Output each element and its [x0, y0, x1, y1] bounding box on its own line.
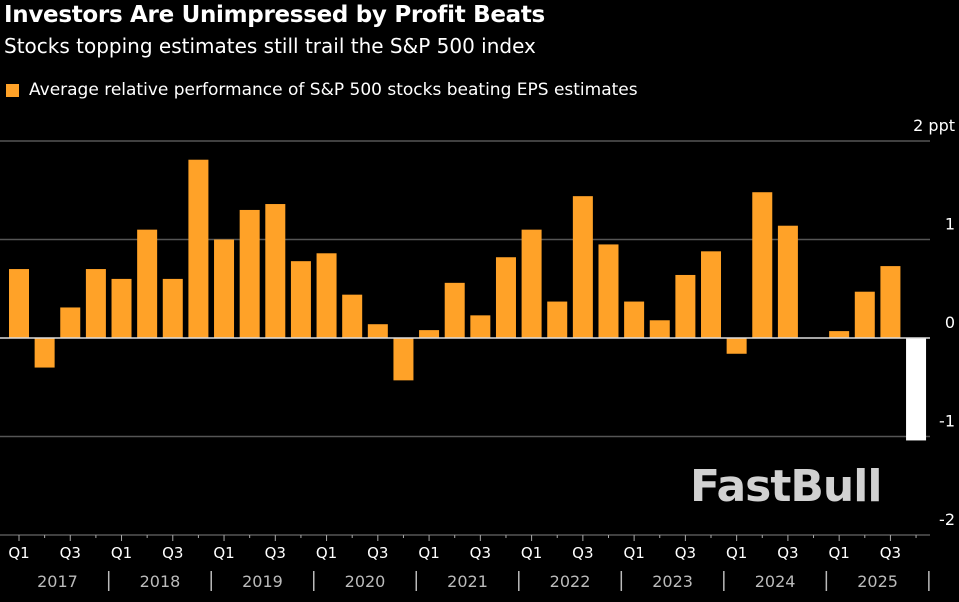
bar [572, 196, 593, 338]
bar [290, 261, 311, 338]
x-tick-label: Q3 [675, 544, 696, 562]
bar [701, 251, 722, 338]
year-label: 2024 [755, 572, 796, 591]
bar [880, 266, 901, 338]
bar [419, 330, 440, 338]
year-label: 2023 [652, 572, 693, 591]
bar [342, 294, 363, 338]
bar-highlighted [906, 338, 927, 441]
year-label: 2022 [550, 572, 591, 591]
x-tick-label: Q1 [623, 544, 644, 562]
bar [675, 274, 696, 338]
year-label: 2025 [857, 572, 898, 591]
y-tick-label: -1 [939, 412, 955, 431]
x-tick-label: Q1 [213, 544, 234, 562]
bar [649, 320, 670, 338]
x-tick-label: Q1 [828, 544, 849, 562]
bar [777, 225, 798, 338]
x-tick-label: Q1 [8, 544, 29, 562]
bar [239, 209, 260, 338]
year-label: 2021 [447, 572, 488, 591]
bar [85, 269, 106, 338]
bar [752, 192, 773, 338]
bar [214, 239, 235, 338]
watermark-logo: FastBull [690, 461, 882, 512]
bar [111, 278, 132, 338]
x-tick-label: Q3 [470, 544, 491, 562]
legend-swatch [6, 83, 19, 97]
bar [829, 331, 850, 338]
year-label: 2020 [345, 572, 386, 591]
year-label: 2017 [37, 572, 78, 591]
bar [470, 315, 491, 338]
x-tick-label: Q1 [111, 544, 132, 562]
bar [444, 282, 465, 338]
year-label: 2019 [242, 572, 283, 591]
legend-label: Average relative performance of S&P 500 … [29, 80, 638, 100]
bar [9, 269, 29, 338]
bar [367, 324, 388, 338]
bar [495, 257, 516, 338]
x-tick-label: Q3 [777, 544, 798, 562]
x-tick-label: Q3 [572, 544, 593, 562]
bar [60, 307, 81, 338]
chart-title: Investors Are Unimpressed by Profit Beat… [4, 2, 545, 28]
y-tick-label: -2 [939, 510, 955, 529]
x-tick-label: Q3 [60, 544, 81, 562]
x-tick-label: Q3 [367, 544, 388, 562]
chart-subtitle: Stocks topping estimates still trail the… [4, 34, 536, 58]
bar [624, 301, 645, 338]
x-tick-label: Q1 [316, 544, 337, 562]
bar [598, 244, 619, 338]
y-tick-label: 0 [945, 313, 955, 332]
bar [34, 338, 55, 368]
bar [393, 338, 414, 381]
legend: Average relative performance of S&P 500 … [6, 80, 638, 100]
bar [521, 229, 542, 338]
bar [188, 159, 209, 338]
bar [726, 338, 747, 354]
y-tick-label: 2 ppt [913, 116, 955, 135]
x-tick-label: Q3 [880, 544, 901, 562]
bar [162, 278, 183, 338]
bar [265, 204, 286, 338]
y-tick-label: 1 [945, 215, 955, 234]
x-tick-label: Q1 [726, 544, 747, 562]
x-tick-label: Q1 [521, 544, 542, 562]
bar [547, 301, 568, 338]
x-tick-label: Q3 [162, 544, 183, 562]
x-tick-label: Q1 [418, 544, 439, 562]
year-label: 2018 [140, 572, 181, 591]
bar [316, 253, 337, 338]
x-tick-label: Q3 [265, 544, 286, 562]
bar [137, 229, 158, 338]
bar [854, 291, 875, 338]
